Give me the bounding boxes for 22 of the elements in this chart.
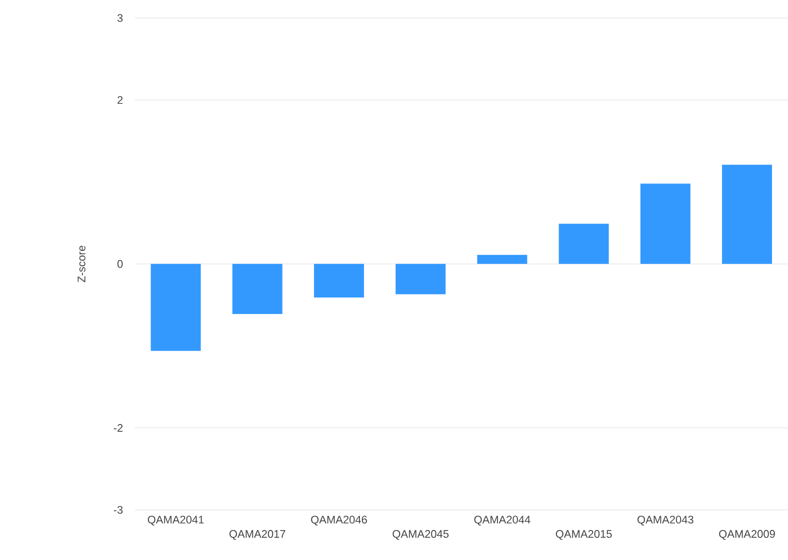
bar bbox=[150, 264, 201, 351]
bar bbox=[232, 264, 282, 314]
x-tick-label: QAMA2017 bbox=[229, 530, 286, 540]
y-axis-title: Z-score bbox=[78, 246, 86, 282]
y-tick-label: 2 bbox=[118, 96, 123, 104]
y-tick-label: -3 bbox=[114, 506, 123, 514]
bar bbox=[396, 264, 446, 294]
y-tick-label: 0 bbox=[117, 260, 123, 268]
bar bbox=[640, 184, 690, 264]
bar bbox=[477, 254, 528, 264]
x-tick-label: QAMA2015 bbox=[556, 530, 612, 540]
y-tick-label: 3 bbox=[117, 14, 123, 22]
x-tick-label: QAMA2045 bbox=[392, 530, 449, 540]
bar bbox=[722, 164, 772, 264]
x-tick-label: QAMA2009 bbox=[719, 530, 775, 540]
x-tick-label: QAMA2043 bbox=[637, 516, 694, 526]
x-tick-label: QAMA2041 bbox=[148, 516, 204, 526]
bar bbox=[558, 224, 609, 264]
y-tick-label: -2 bbox=[114, 424, 123, 432]
bar bbox=[314, 264, 364, 298]
x-tick-label: QAMA2046 bbox=[311, 516, 367, 526]
x-tick-label: QAMA2044 bbox=[474, 516, 530, 526]
